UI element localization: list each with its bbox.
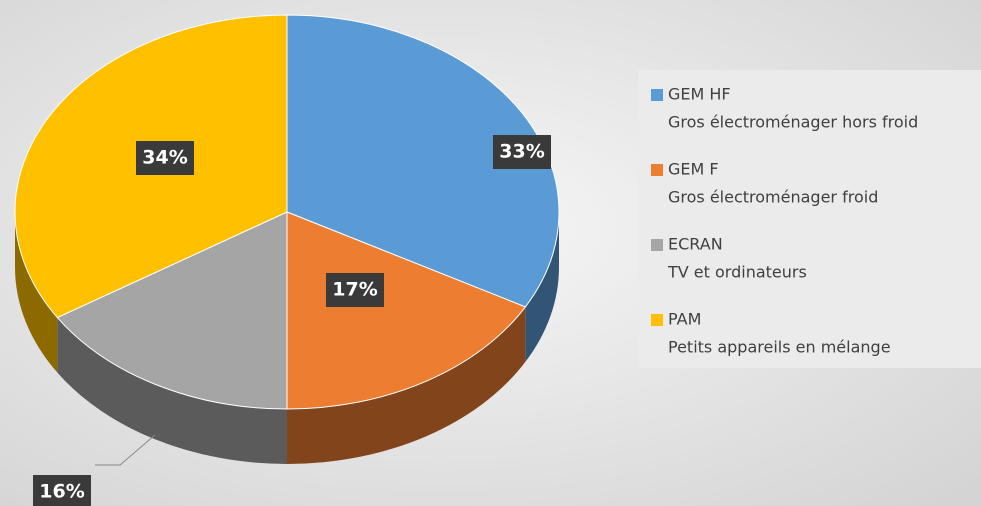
- slice-side: [15, 212, 58, 373]
- slice-side: [287, 306, 526, 464]
- legend-label: ECRAN: [668, 235, 723, 254]
- legend-description: TV et ordinateurs: [667, 263, 807, 282]
- legend-label: PAM: [668, 310, 701, 329]
- legend-swatch: [651, 239, 663, 251]
- slice: [286, 211, 527, 410]
- label-box: [493, 135, 551, 169]
- legend-description: Petits appareils en mélange: [668, 338, 891, 357]
- data-label: 16%: [39, 481, 84, 503]
- legend-description: Gros électroménager hors froid: [668, 113, 918, 132]
- legend-label: GEM F: [668, 160, 719, 179]
- data-label: 17%: [332, 279, 377, 301]
- slice: [286, 14, 560, 308]
- label-box: [136, 141, 194, 175]
- data-label: 33%: [499, 141, 544, 163]
- legend-description: Gros électroménager froid: [668, 188, 878, 207]
- legend-swatch: [651, 164, 663, 176]
- data-label: 34%: [142, 147, 187, 169]
- slice-side: [525, 212, 559, 362]
- leader-line: [95, 434, 156, 466]
- label-box: [33, 475, 91, 506]
- legend-swatch: [651, 89, 663, 101]
- legend-swatch: [651, 314, 663, 326]
- legend-label: GEM HF: [668, 85, 731, 104]
- legend-box: [638, 70, 981, 368]
- label-box: [326, 273, 384, 307]
- slice: [56, 211, 288, 410]
